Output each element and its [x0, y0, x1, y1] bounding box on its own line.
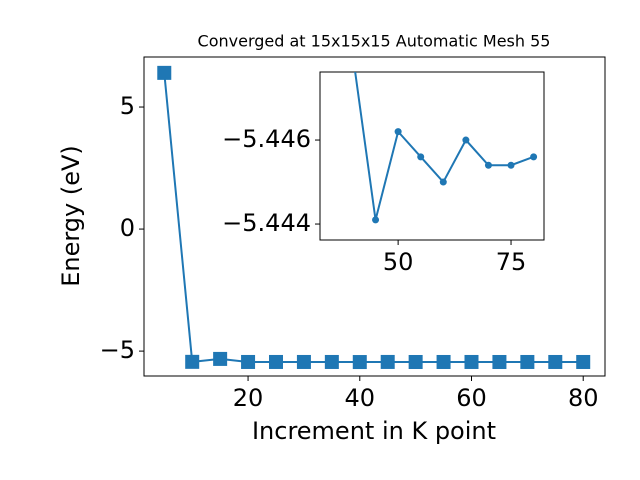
- marker: [241, 354, 256, 369]
- x-tick-label: 20: [233, 384, 264, 412]
- marker: [530, 153, 538, 161]
- marker: [213, 351, 228, 366]
- y-tick-label: 0: [120, 214, 135, 242]
- marker: [492, 354, 507, 369]
- marker: [576, 354, 591, 369]
- marker: [352, 355, 367, 370]
- marker: [439, 178, 447, 186]
- marker: [507, 161, 515, 169]
- y-tick-label: −5.444: [222, 209, 311, 237]
- marker: [157, 65, 172, 80]
- x-axis-label: Increment in K point: [252, 417, 496, 445]
- y-tick-label: −5.446: [222, 125, 311, 153]
- chart-title: Converged at 15x15x15 Automatic Mesh 55: [198, 32, 551, 51]
- marker: [462, 136, 470, 144]
- y-axis-label: Energy (eV): [57, 145, 85, 287]
- marker: [296, 354, 311, 369]
- marker: [408, 354, 423, 369]
- plot-content: [157, 65, 591, 370]
- x-tick-label: 75: [496, 248, 527, 276]
- x-tick-label: 80: [568, 384, 599, 412]
- marker: [548, 354, 563, 369]
- marker: [185, 354, 200, 369]
- marker: [520, 354, 535, 369]
- marker: [484, 161, 492, 169]
- plot-area: [319, 71, 545, 241]
- marker: [417, 153, 425, 161]
- marker: [372, 216, 380, 224]
- marker: [324, 354, 339, 369]
- marker: [268, 354, 283, 369]
- marker: [380, 354, 395, 369]
- y-tick-label: 5: [120, 92, 135, 120]
- marker: [394, 128, 402, 136]
- x-tick-label: 50: [383, 248, 414, 276]
- marker: [464, 354, 479, 369]
- x-tick-label: 60: [456, 384, 487, 412]
- plot-content: [354, 72, 538, 224]
- marker: [436, 354, 451, 369]
- y-tick-label: −5: [100, 336, 135, 364]
- x-tick-label: 40: [345, 384, 376, 412]
- series-line: [163, 72, 584, 364]
